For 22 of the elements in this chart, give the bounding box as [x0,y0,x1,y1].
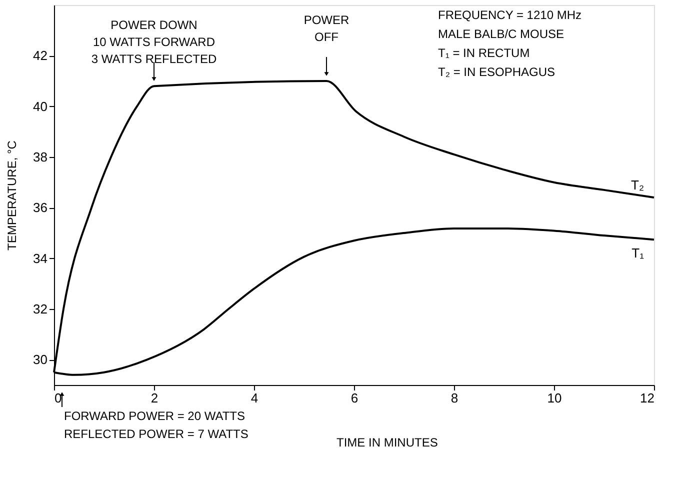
y-tick-label: 36 [33,200,48,216]
x-tick-label: 0 [54,390,62,406]
annotation: POWER DOWN 10 WATTS FORWARD 3 WATTS REFLECTED [91,18,218,66]
y-axis-title: TEMPERATURE, °C [5,140,20,250]
y-tick-label: 40 [33,98,48,114]
x-tick-label: 8 [450,390,458,406]
x-tick-label: 2 [150,390,158,406]
y-tick-label: 34 [33,250,48,266]
x-tick-label: 10 [547,390,562,406]
x-tick-label: 6 [350,390,358,406]
x-tick-label: 12 [640,390,654,406]
series-label: T₂ [631,178,644,193]
y-tick-label: 42 [33,48,48,64]
annotation: FREQUENCY = 1210 MHz MALE BALB/C MOUSE T₁ = IN RECTUM T₂ = IN ESOPHAGUS [438,8,582,79]
y-tick-label: 30 [33,352,48,368]
x-tick-label: 4 [250,390,258,406]
series-label: T₁ [632,246,645,261]
text: FORWARD POWER = 20 WATTS REFLECTED POWER = 7 WATTS [64,409,248,441]
y-tick-label: 32 [33,302,48,316]
annotation: POWER OFF [304,13,350,44]
y-tick-label: 38 [33,150,48,164]
x-axis-title: TIME IN MINUTES [336,436,438,450]
